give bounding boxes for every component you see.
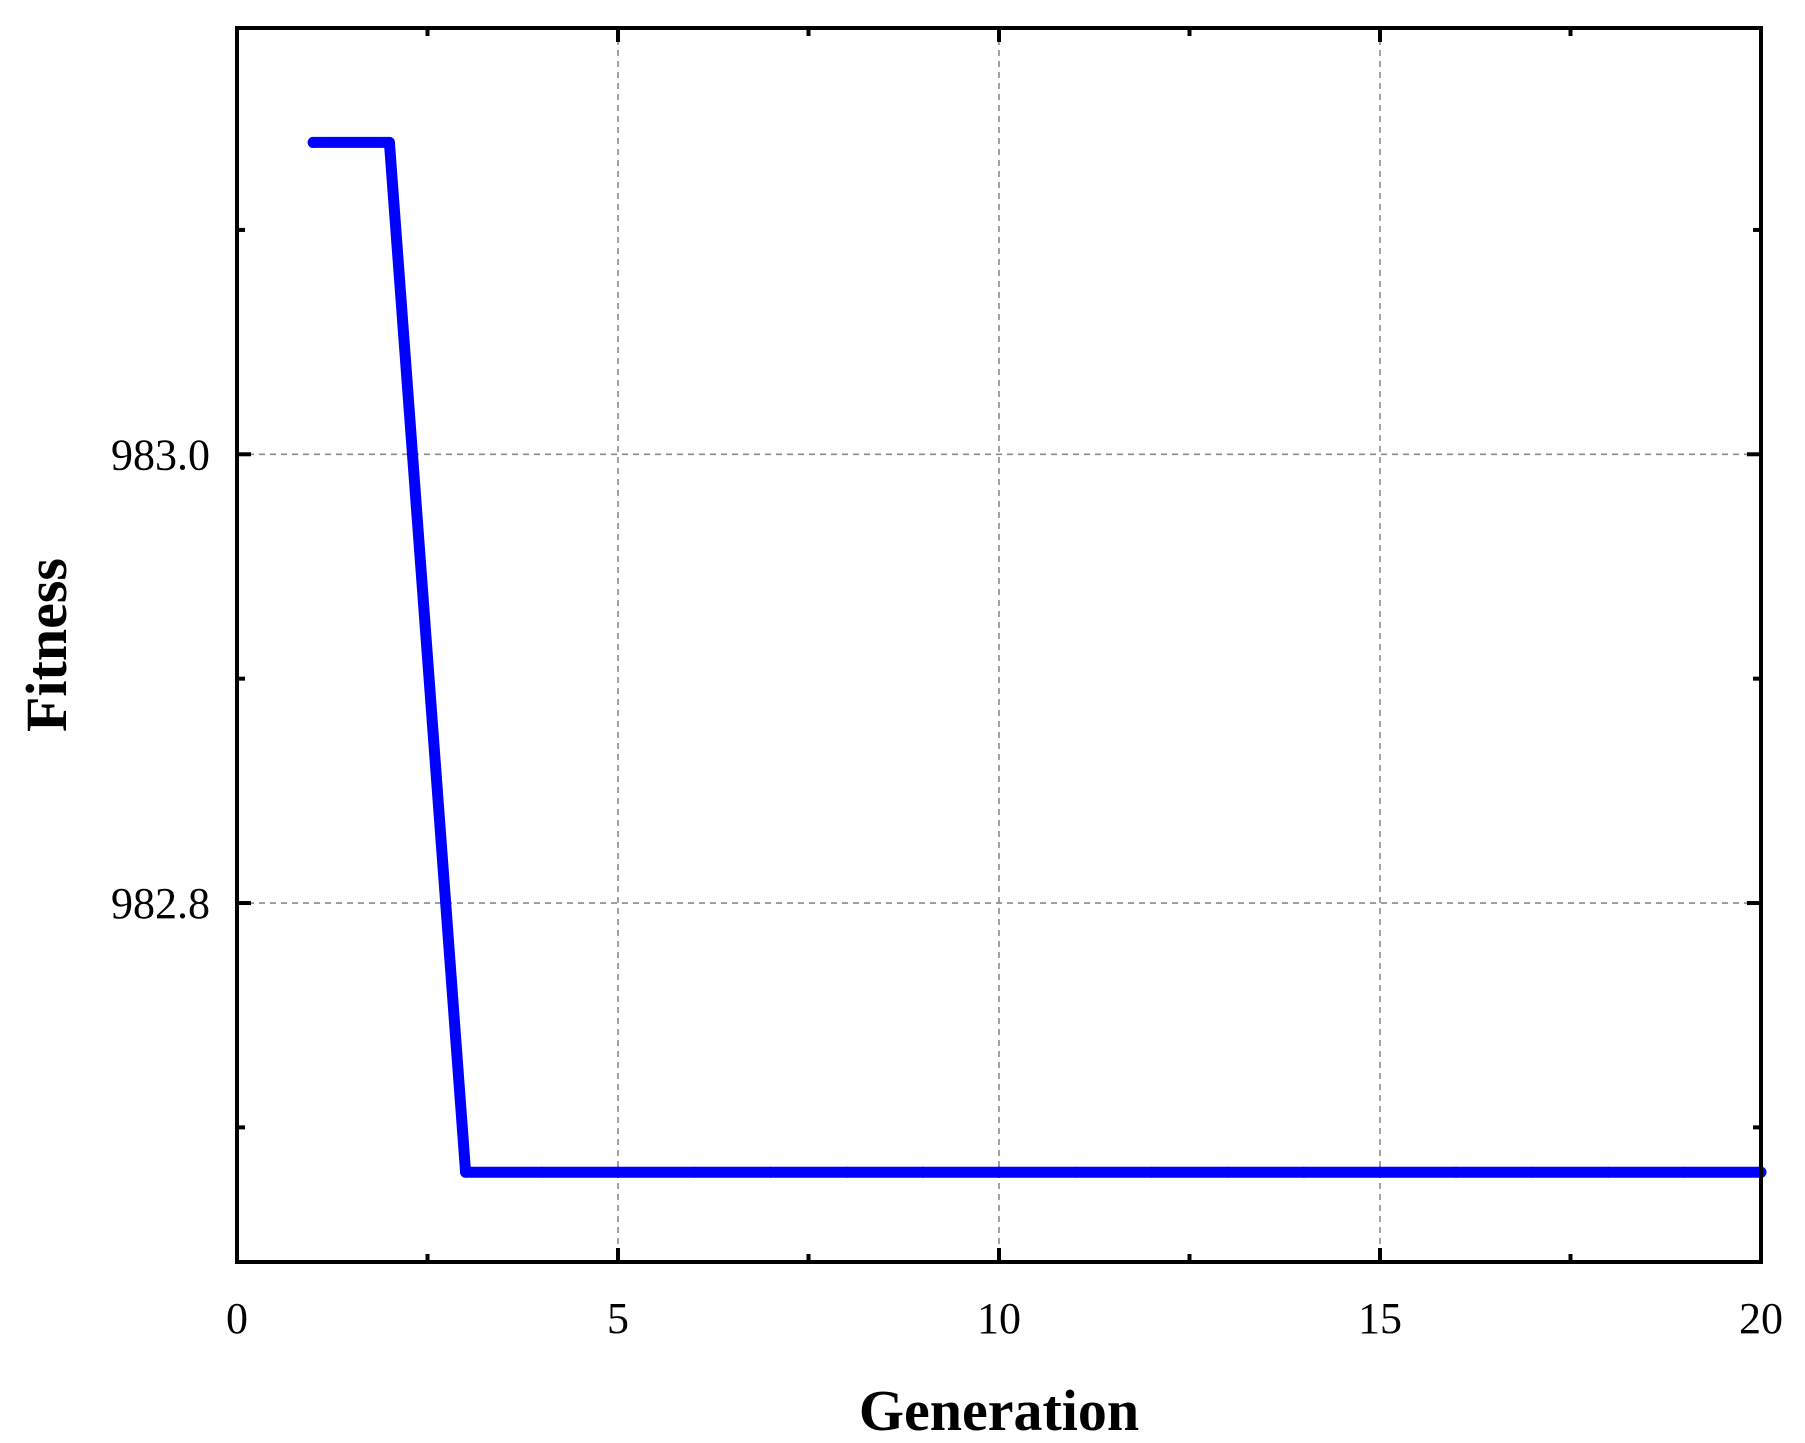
data-point — [536, 1166, 548, 1178]
data-point — [917, 1166, 929, 1178]
x-tick-label: 15 — [1358, 1294, 1402, 1343]
data-point — [764, 1166, 776, 1178]
data-point — [1450, 1166, 1462, 1178]
data-point — [993, 1166, 1005, 1178]
data-point — [307, 136, 319, 148]
data-point — [460, 1166, 472, 1178]
grid-lines — [237, 28, 1761, 1262]
x-tick-label: 20 — [1739, 1294, 1783, 1343]
data-point — [841, 1166, 853, 1178]
series-layer — [307, 136, 1767, 1178]
x-tick-label: 10 — [977, 1294, 1021, 1343]
axis-ticks — [235, 28, 1763, 1262]
data-point — [688, 1166, 700, 1178]
data-point — [1069, 1166, 1081, 1178]
fitness-series-line — [307, 136, 1767, 1178]
y-axis-title: Fitness — [14, 558, 79, 732]
x-tick-label: 5 — [607, 1294, 629, 1343]
data-point — [612, 1166, 624, 1178]
data-point — [1679, 1166, 1691, 1178]
data-point — [1298, 1166, 1310, 1178]
x-tick-labels: 0 5 10 15 20 — [226, 1294, 1783, 1343]
x-axis-title: Generation — [859, 1378, 1139, 1443]
data-point — [1145, 1166, 1157, 1178]
x-tick-label: 0 — [226, 1294, 248, 1343]
y-tick-labels: 982.8 983.0 — [111, 430, 210, 928]
y-tick-label: 983.0 — [111, 430, 210, 479]
data-point — [1526, 1166, 1538, 1178]
data-point — [1222, 1166, 1234, 1178]
data-point — [1374, 1166, 1386, 1178]
data-point — [383, 136, 395, 148]
y-tick-label: 982.8 — [111, 879, 210, 928]
data-point — [1603, 1166, 1615, 1178]
